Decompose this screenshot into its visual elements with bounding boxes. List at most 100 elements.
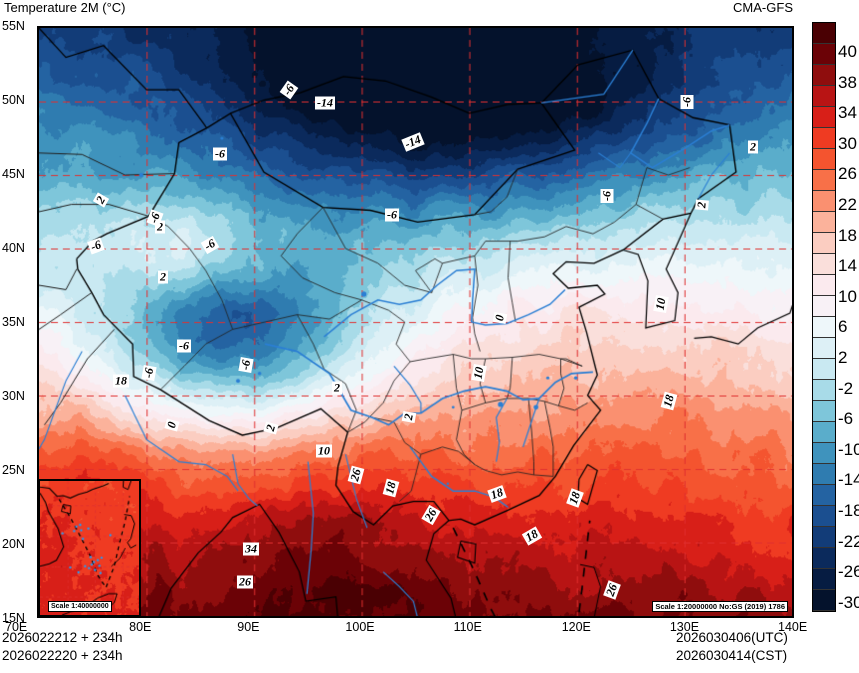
colorbar-label-6: 6: [838, 317, 848, 337]
contour-label: 2: [332, 380, 342, 395]
lat-tick-35N: 35N: [2, 315, 25, 329]
lon-tick-100E: 100E: [345, 620, 375, 634]
contour-label: 2: [158, 269, 168, 284]
colorbar-segment: [813, 422, 835, 443]
colorbar-label-14: 14: [838, 256, 857, 276]
colorbar-segment: [813, 485, 835, 506]
lon-tick-110E: 110E: [453, 620, 482, 634]
lon-tick-120E: 120E: [561, 620, 591, 634]
colorbar-segment: [813, 23, 835, 44]
colorbar-label-18: 18: [838, 225, 857, 245]
colorbar-label-34: 34: [838, 103, 857, 123]
colorbar-segment: [813, 317, 835, 338]
contour-label: 2: [694, 199, 709, 211]
colorbar-label-neg30: -30: [838, 592, 859, 612]
colorbar-segment: [813, 233, 835, 254]
colorbar-segment: [813, 380, 835, 401]
colorbar-segment: [813, 86, 835, 107]
contour-label: 26: [237, 574, 253, 589]
colorbar-segment: [813, 296, 835, 317]
colorbar-label-neg18: -18: [838, 501, 859, 520]
contour-label: 10: [316, 443, 332, 458]
colorbar-segment: [813, 464, 835, 485]
contour-label: -6: [177, 338, 191, 353]
colorbar-label-26: 26: [838, 164, 857, 184]
colorbar-segment: [813, 191, 835, 212]
map-frame: -6 -14 -14 -6 -6 2 2 -6 -6 -6 -6 -6 2 2 2 -6 -6 -6 18 0 2 2 2 1…: [37, 26, 794, 618]
contour-label: -6: [213, 146, 227, 161]
colorbar-label-2: 2: [838, 348, 848, 367]
contour-label: 0: [492, 311, 508, 325]
contour-label: -6: [237, 356, 254, 374]
lat-tick-20N: 20N: [2, 537, 25, 551]
colorbar-label-30: 30: [838, 133, 857, 153]
colorbar-segment: [813, 275, 835, 296]
colorbar-segment: [813, 254, 835, 275]
colorbar-label-neg10: -10: [838, 439, 859, 459]
lon-tick-70E: 70E: [5, 620, 28, 634]
colorbar-label-neg2: -2: [838, 378, 854, 398]
lat-tick-15N: 15N: [2, 611, 25, 625]
colorbar-segment: [813, 548, 835, 569]
valid-time-cst: 2026030414(CST): [676, 648, 788, 663]
map-scale-label: Scale 1:20000000 No:GS (2019) 1786: [652, 601, 788, 612]
colorbar-label-neg6: -6: [838, 409, 854, 429]
colorbar-segment: [813, 170, 835, 191]
init-time-utc: 2026022212 + 234h: [2, 630, 123, 645]
contour-label: -6: [385, 207, 399, 222]
colorbar-label-10: 10: [838, 286, 857, 306]
lat-tick-40N: 40N: [2, 241, 25, 255]
colorbar-labels: 40 38 34 30 26 22 18 14 10 6 2 -2 -6 -10 -14 -18 -22 -26 -…: [838, 22, 859, 612]
valid-time-utc: 2026030406(UTC): [676, 630, 788, 645]
contour-label: 2: [748, 139, 758, 154]
model-label: CMA-GFS: [733, 0, 793, 15]
colorbar-segment: [813, 506, 835, 527]
colorbar-segment: [813, 44, 835, 65]
temperature-field-canvas: [39, 28, 792, 616]
colorbar-segment: [813, 107, 835, 128]
colorbar-segment: [813, 443, 835, 464]
page-title: Temperature 2M (°C): [4, 0, 126, 15]
colorbar-segment: [813, 527, 835, 548]
colorbar-segment: [813, 590, 835, 611]
colorbar-segment: [813, 338, 835, 359]
lon-tick-90E: 90E: [237, 620, 260, 634]
contour-label: 2: [155, 219, 165, 234]
colorbar-label-neg14: -14: [838, 470, 859, 490]
lat-tick-25N: 25N: [2, 463, 25, 477]
inset-canvas: [40, 481, 139, 615]
lon-tick-80E: 80E: [129, 620, 152, 634]
lon-tick-140E: 140E: [778, 620, 808, 634]
colorbar-segment: [813, 569, 835, 590]
lat-tick-55N: 55N: [2, 19, 25, 33]
lon-tick-130E: 130E: [669, 620, 700, 634]
colorbar-label-40: 40: [838, 42, 857, 61]
colorbar-label-38: 38: [838, 72, 857, 92]
contour-label: -6: [679, 95, 694, 109]
contour-label: 34: [243, 541, 259, 556]
contour-label: 2: [401, 410, 417, 424]
colorbar-segment: [813, 128, 835, 149]
colorbar-segment: [813, 401, 835, 422]
colorbar-label-22: 22: [838, 195, 857, 214]
lat-tick-30N: 30N: [2, 389, 25, 403]
contour-label: 10: [652, 294, 669, 314]
contour-label: 10: [470, 363, 487, 383]
colorbar: [812, 22, 836, 612]
south-china-sea-inset-map: Scale 1:40000000: [39, 479, 141, 616]
init-time-cst: 2026022220 + 234h: [2, 648, 123, 663]
contour-label: -6: [140, 364, 157, 382]
colorbar-label-neg26: -26: [838, 562, 859, 582]
contour-label: -14: [315, 95, 335, 110]
colorbar-segment: [813, 65, 835, 86]
contour-label: -6: [599, 189, 614, 203]
colorbar-segment: [813, 359, 835, 380]
lat-tick-50N: 50N: [2, 93, 25, 107]
inset-scale-label: Scale 1:40000000: [48, 601, 112, 612]
colorbar-label-neg22: -22: [838, 531, 859, 551]
colorbar-segment: [813, 149, 835, 170]
contour-label: 18: [113, 373, 129, 388]
colorbar-segment: [813, 212, 835, 233]
lat-tick-45N: 45N: [2, 167, 25, 181]
